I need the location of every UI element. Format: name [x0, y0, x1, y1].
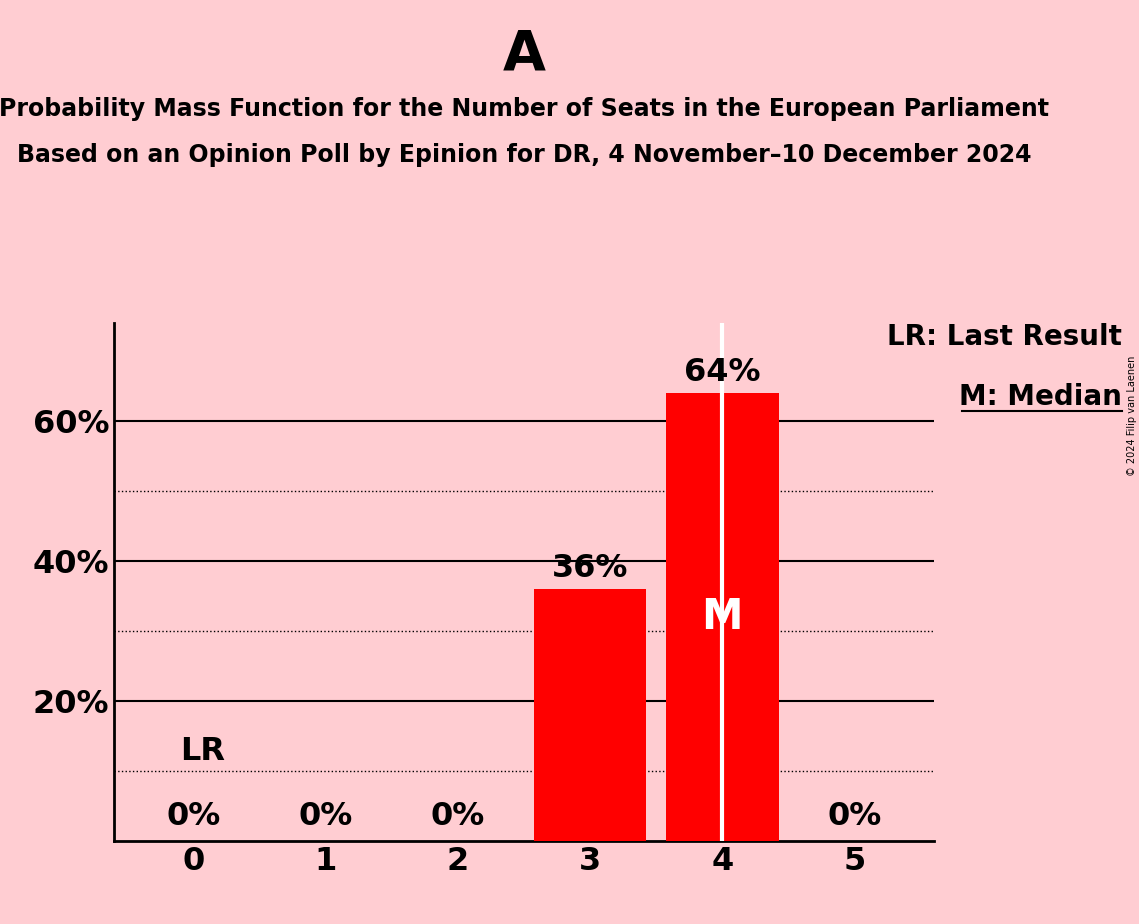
Text: M: Median: M: Median — [959, 383, 1122, 411]
Bar — [534, 590, 646, 841]
Text: 36%: 36% — [552, 553, 629, 584]
Bar — [666, 394, 779, 841]
Text: LR: LR — [180, 736, 226, 768]
Text: Based on an Opinion Poll by Epinion for DR, 4 November–10 December 2024: Based on an Opinion Poll by Epinion for … — [17, 143, 1031, 167]
Text: A: A — [502, 28, 546, 81]
Text: 0%: 0% — [431, 801, 485, 833]
Text: 0%: 0% — [828, 801, 882, 833]
Text: 0%: 0% — [298, 801, 353, 833]
Text: LR: Last Result: LR: Last Result — [887, 323, 1122, 351]
Text: Probability Mass Function for the Number of Seats in the European Parliament: Probability Mass Function for the Number… — [0, 97, 1049, 121]
Text: 64%: 64% — [685, 357, 761, 388]
Text: M: M — [702, 596, 743, 638]
Text: © 2024 Filip van Laenen: © 2024 Filip van Laenen — [1126, 356, 1137, 476]
Text: 0%: 0% — [166, 801, 220, 833]
